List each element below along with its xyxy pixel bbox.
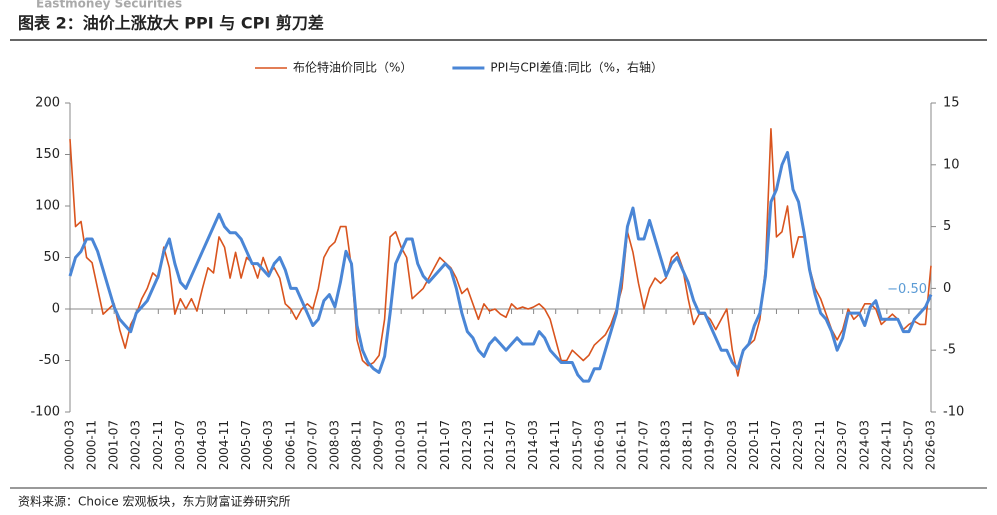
legend-label: 布伦特油价同比（%） — [293, 60, 412, 75]
x-tick-label: 2010-03 — [394, 420, 408, 470]
y2-tick-label: 15 — [943, 96, 960, 111]
x-tick-label: 2008-03 — [327, 420, 341, 470]
x-tick-label: 2010-11 — [416, 420, 430, 470]
x-tick-label: 2015-07 — [570, 420, 584, 470]
y2-tick-label: 0 — [943, 281, 951, 296]
x-tick-label: 2011-07 — [438, 420, 452, 470]
y2-tick-label: 5 — [943, 219, 951, 234]
x-tick-label: 2020-03 — [725, 420, 739, 470]
x-tick-label: 2013-07 — [504, 420, 518, 470]
x-tick-label: 2001-07 — [107, 420, 121, 470]
y-tick-label: 150 — [35, 147, 60, 162]
x-tick-label: 2025-07 — [901, 420, 915, 470]
x-tick-label: 2000-11 — [85, 420, 99, 470]
x-tick-label: 2007-07 — [305, 420, 319, 470]
x-tick-label: 2005-07 — [239, 420, 253, 470]
x-tick-label: 2012-11 — [482, 420, 496, 470]
x-tick-label: 2003-07 — [173, 420, 187, 470]
y-tick-label: 0 — [52, 302, 60, 317]
x-tick-label: 2019-07 — [703, 420, 717, 470]
series-line — [68, 150, 933, 383]
x-tick-label: 2017-07 — [637, 420, 651, 470]
x-tick-label: 2016-11 — [614, 420, 628, 470]
y-tick-label: 200 — [35, 96, 60, 111]
y2-tick-label: -5 — [943, 343, 956, 358]
y2-tick-label: 10 — [943, 157, 960, 172]
annotation: −0.50 — [887, 282, 927, 297]
x-tick-label: 2022-11 — [813, 420, 827, 470]
x-tick-label: 2012-03 — [460, 420, 474, 470]
series-line — [69, 127, 932, 377]
x-tick-label: 2009-07 — [372, 420, 386, 470]
x-tick-label: 2016-03 — [592, 420, 606, 470]
y2-tick-label: -10 — [943, 405, 964, 420]
y-tick-label: -50 — [39, 353, 60, 368]
header-logo: Eastmoney Securities — [36, 0, 182, 11]
x-tick-label: 2024-11 — [879, 420, 893, 470]
x-tick-label: 2000-03 — [63, 420, 77, 470]
x-tick-label: 2022-03 — [791, 420, 805, 470]
x-tick-label: 2014-03 — [526, 420, 540, 470]
x-tick-label: 2014-11 — [548, 420, 562, 470]
x-tick-label: 2018-11 — [681, 420, 695, 470]
source-note: 资料来源：Choice 宏观板块，东方财富证券研究所 — [18, 494, 290, 509]
x-tick-label: 2006-03 — [261, 420, 275, 470]
y-tick-label: -100 — [30, 405, 60, 420]
legend-label: PPI与CPI差值:同比（%，右轴） — [490, 60, 663, 75]
x-tick-label: 2020-11 — [747, 420, 761, 470]
x-tick-label: 2008-11 — [350, 420, 364, 470]
x-tick-label: 2023-07 — [835, 420, 849, 470]
y-tick-label: 100 — [35, 199, 60, 214]
y-tick-label: 50 — [43, 250, 60, 265]
x-tick-label: 2004-03 — [195, 420, 209, 470]
x-tick-label: 2018-03 — [659, 420, 673, 470]
x-tick-label: 2006-11 — [283, 420, 297, 470]
x-tick-label: 2002-11 — [151, 420, 165, 470]
x-tick-label: 2024-03 — [857, 420, 871, 470]
x-tick-label: 2004-11 — [217, 420, 231, 470]
x-tick-label: 2002-03 — [129, 420, 143, 470]
x-tick-label: 2021-07 — [769, 420, 783, 470]
x-tick-label: 2026-03 — [924, 420, 938, 470]
chart-title: 图表 2：油价上涨放大 PPI 与 CPI 剪刀差 — [18, 14, 324, 33]
